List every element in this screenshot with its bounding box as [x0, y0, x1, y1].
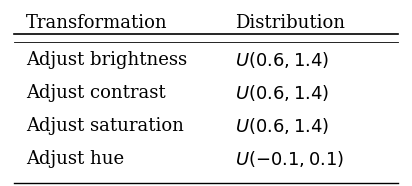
- Text: $U(-0.1, 0.1)$: $U(-0.1, 0.1)$: [235, 149, 344, 169]
- Text: Adjust brightness: Adjust brightness: [26, 51, 187, 69]
- Text: Distribution: Distribution: [235, 14, 345, 32]
- Text: $U(0.6, 1.4)$: $U(0.6, 1.4)$: [235, 50, 329, 70]
- Text: Adjust hue: Adjust hue: [26, 150, 124, 168]
- Text: $U(0.6, 1.4)$: $U(0.6, 1.4)$: [235, 83, 329, 103]
- Text: Adjust saturation: Adjust saturation: [26, 117, 184, 135]
- Text: Adjust contrast: Adjust contrast: [26, 84, 166, 102]
- Text: Transformation: Transformation: [26, 14, 168, 32]
- Text: $U(0.6, 1.4)$: $U(0.6, 1.4)$: [235, 116, 329, 136]
